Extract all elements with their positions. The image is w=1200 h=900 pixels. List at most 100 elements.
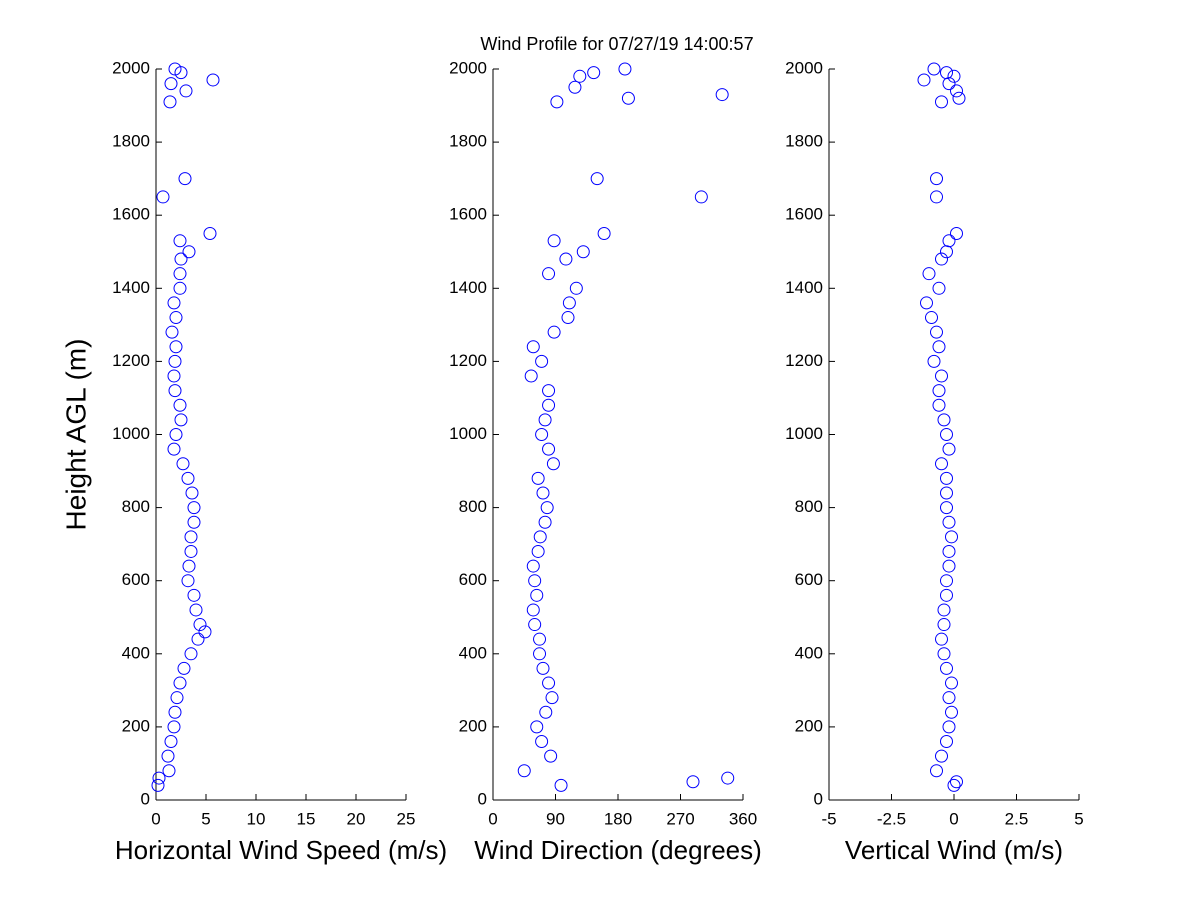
data-point — [544, 749, 558, 763]
y-tick-label: 1200 — [112, 351, 150, 370]
data-point — [545, 691, 559, 705]
data-point — [920, 296, 933, 310]
data-point — [173, 676, 187, 690]
y-tick-label: 600 — [459, 570, 487, 589]
data-point — [950, 226, 963, 240]
data-point — [618, 62, 632, 76]
y-tick-label: 1200 — [449, 351, 487, 370]
data-point — [935, 632, 948, 646]
data-point — [940, 588, 953, 602]
data-point — [184, 544, 198, 558]
data-point — [576, 245, 590, 259]
x-tick-label: -2.5 — [877, 809, 906, 828]
y-tick-label: 1600 — [785, 205, 823, 224]
data-point — [533, 632, 547, 646]
x-axis-label: Vertical Wind (m/s) — [845, 835, 1063, 865]
data-point — [942, 691, 956, 705]
y-tick-label: 1600 — [449, 205, 487, 224]
data-point — [168, 62, 182, 76]
data-point — [163, 95, 177, 109]
data-point — [187, 515, 201, 529]
data-point — [517, 764, 531, 778]
data-point — [597, 226, 611, 240]
data-point — [940, 501, 953, 515]
data-point — [940, 661, 953, 675]
data-point — [182, 245, 196, 259]
data-point — [184, 530, 198, 544]
data-point — [535, 428, 549, 441]
data-point — [715, 88, 729, 102]
y-axis-label: Height AGL (m) — [60, 339, 91, 531]
data-point — [178, 172, 192, 186]
data-point — [547, 325, 561, 339]
data-point — [173, 267, 187, 281]
data-point — [533, 530, 547, 544]
data-point — [167, 720, 181, 734]
data-point — [528, 618, 542, 632]
data-point — [686, 775, 700, 789]
data-point — [932, 384, 946, 398]
data-point — [568, 80, 582, 94]
x-tick-label: 2.5 — [1005, 809, 1029, 828]
data-point — [947, 69, 961, 83]
x-tick-label: 5 — [201, 809, 210, 828]
x-tick-label: 0 — [949, 809, 958, 828]
y-tick-label: 1400 — [112, 278, 150, 297]
data-point — [535, 354, 549, 368]
x-tick-label: 20 — [347, 809, 366, 828]
data-point — [167, 296, 181, 310]
data-point — [531, 471, 545, 485]
data-point — [940, 428, 953, 441]
y-tick-label: 200 — [122, 716, 150, 735]
data-point — [587, 66, 601, 80]
y-tick-label: 0 — [478, 789, 487, 808]
data-point — [170, 691, 184, 705]
data-point — [554, 778, 568, 792]
y-tick-label: 1800 — [112, 132, 150, 151]
data-point — [937, 413, 951, 427]
data-point — [945, 676, 958, 690]
data-point — [169, 428, 183, 441]
data-point — [539, 705, 553, 719]
data-point — [181, 574, 195, 588]
data-point — [187, 501, 201, 515]
data-point — [562, 296, 576, 310]
data-point — [935, 252, 948, 266]
data-point — [942, 720, 956, 734]
data-point — [940, 735, 953, 749]
data-point — [935, 95, 948, 109]
y-tick-label: 1600 — [112, 205, 150, 224]
data-point — [169, 311, 183, 325]
x-tick-label: 0 — [488, 809, 497, 828]
x-tick-label: 0 — [151, 809, 160, 828]
y-tick-label: 200 — [459, 716, 487, 735]
data-point — [950, 775, 963, 789]
data-point — [162, 764, 176, 778]
data-point — [164, 77, 178, 91]
data-point — [942, 234, 956, 248]
data-point — [546, 457, 560, 471]
data-point — [942, 559, 956, 573]
data-point — [152, 771, 166, 785]
y-tick-label: 1800 — [785, 132, 823, 151]
y-tick-label: 400 — [795, 643, 823, 662]
data-point — [930, 325, 943, 339]
y-tick-label: 800 — [122, 497, 150, 516]
data-point — [524, 369, 538, 383]
data-point — [550, 95, 564, 109]
data-point — [189, 603, 203, 617]
y-tick-label: 400 — [459, 643, 487, 662]
data-point — [542, 676, 556, 690]
data-point — [694, 190, 708, 204]
data-point — [940, 574, 953, 588]
data-point — [925, 311, 938, 325]
y-tick-label: 1000 — [449, 424, 487, 443]
data-point — [161, 749, 175, 763]
data-point — [187, 588, 201, 602]
y-tick-label: 1400 — [785, 278, 823, 297]
data-point — [940, 471, 953, 485]
x-axis-label: Horizontal Wind Speed (m/s) — [115, 835, 447, 865]
x-axis-label: Wind Direction (degrees) — [474, 835, 762, 865]
data-point — [191, 632, 205, 646]
